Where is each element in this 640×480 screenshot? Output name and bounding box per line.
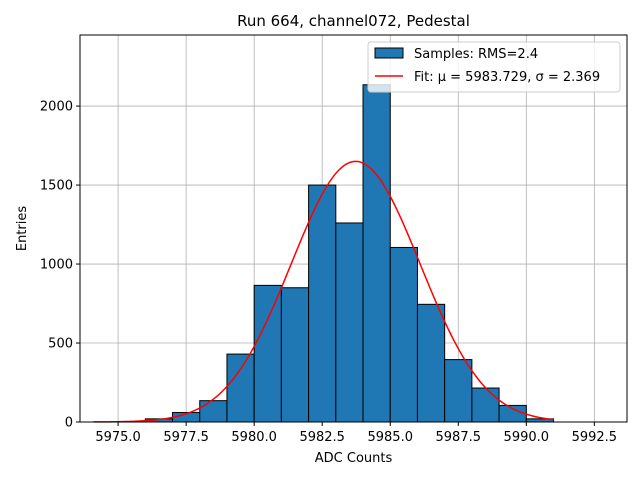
histogram-bar: [308, 184, 337, 423]
x-tick-label: 5992.5: [572, 430, 618, 445]
y-tick-label: 500: [48, 337, 73, 352]
x-tick-label: 5985.0: [367, 430, 413, 445]
histogram-bar: [389, 246, 418, 423]
legend-label-fit: Fit: μ = 5983.729, σ = 2.369: [414, 70, 600, 85]
chart-title: Run 664, channel072, Pedestal: [237, 12, 470, 30]
legend: Samples: RMS=2.4 Fit: μ = 5983.729, σ = …: [367, 41, 621, 93]
histogram-bar: [226, 353, 255, 423]
histogram-bar: [471, 387, 500, 423]
x-tick-label: 5982.5: [299, 430, 345, 445]
y-tick-label: 2000: [40, 100, 73, 115]
histogram-bar: [335, 222, 364, 423]
histogram-bar: [253, 284, 282, 423]
x-tick-label: 5980.0: [231, 430, 277, 445]
legend-label-histogram: Samples: RMS=2.4: [414, 47, 538, 62]
legend-swatch-histogram: [374, 47, 404, 59]
histogram-bar: [280, 287, 310, 423]
x-tick-label: 5990.0: [504, 430, 550, 445]
histogram-bar: [362, 84, 391, 423]
y-axis-ticks: 0 500 1000 1500 2000: [40, 100, 80, 431]
y-tick-label: 1000: [40, 258, 73, 273]
histogram-bars: [144, 84, 555, 423]
x-axis-label: ADC Counts: [315, 451, 393, 466]
x-axis-ticks: 5975.0 5977.5 5980.0 5982.5 5985.0 5987.5 5990…: [95, 422, 617, 445]
legend-box: [367, 41, 621, 93]
x-tick-label: 5975.0: [95, 430, 141, 445]
histogram-bar: [444, 359, 473, 423]
x-tick-label: 5987.5: [436, 430, 482, 445]
y-tick-label: 0: [65, 416, 73, 431]
y-tick-label: 1500: [40, 179, 73, 194]
fit-curve: [93, 160, 554, 423]
histogram-bar: [199, 400, 228, 423]
plot-frame: [79, 34, 628, 423]
x-tick-label: 5977.5: [163, 430, 209, 445]
histogram-bar: [416, 303, 446, 423]
y-axis-label: Entries: [15, 206, 30, 252]
